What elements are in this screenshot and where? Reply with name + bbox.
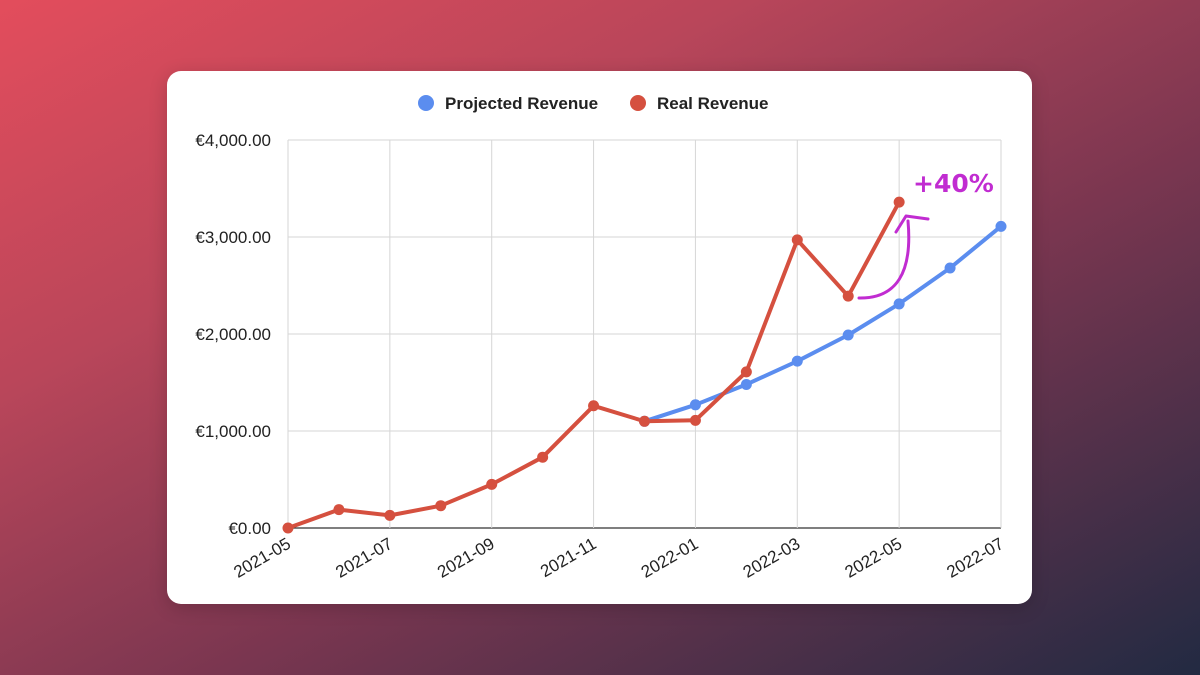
series-points — [282, 196, 1007, 534]
data-point — [435, 500, 447, 512]
data-point — [791, 355, 803, 367]
x-tick-label: 2021-09 — [434, 534, 498, 582]
data-point — [791, 234, 803, 246]
data-point — [944, 262, 956, 274]
data-point — [333, 504, 345, 516]
y-tick-label: €1,000.00 — [195, 422, 271, 441]
data-point — [893, 196, 905, 208]
annotation-curved-arrow-icon — [857, 219, 911, 300]
data-point — [995, 220, 1007, 232]
y-tick-label: €0.00 — [228, 519, 271, 538]
series-line — [642, 224, 1003, 424]
legend-label: Projected Revenue — [445, 94, 598, 113]
legend: Projected Revenue Real Revenue — [418, 94, 769, 113]
data-point — [588, 400, 600, 412]
y-axis-ticks: €0.00 €1,000.00 €2,000.00 €3,000.00 €4,000.0… — [195, 131, 271, 538]
data-point — [486, 478, 498, 490]
x-axis-ticks: 2021-05 2021-07 2021-09 2021-11 2022-01 2022-… — [230, 534, 1007, 582]
annotation-label: +40% — [913, 169, 994, 198]
y-tick-label: €3,000.00 — [195, 228, 271, 247]
data-point — [639, 415, 650, 427]
y-tick-label: €4,000.00 — [195, 131, 271, 150]
series-lines — [286, 200, 1003, 530]
x-tick-label: 2022-01 — [638, 534, 702, 582]
data-point — [537, 451, 549, 463]
legend-marker — [630, 95, 646, 111]
data-point — [842, 329, 854, 341]
data-point — [689, 399, 701, 411]
revenue-line-chart: Projected Revenue Real Revenue €0.00 €1,00… — [195, 94, 1007, 582]
x-tick-label: 2022-07 — [943, 534, 1007, 582]
data-point — [842, 290, 854, 302]
annotation-arrowhead-icon — [894, 214, 930, 234]
x-tick-label: 2021-07 — [332, 534, 396, 582]
data-point — [689, 414, 701, 426]
x-tick-label: 2021-11 — [537, 534, 599, 581]
annotation: +40% — [857, 169, 994, 300]
legend-marker — [418, 95, 434, 111]
y-tick-label: €2,000.00 — [195, 325, 271, 344]
legend-label: Real Revenue — [657, 94, 769, 113]
x-tick-label: 2022-03 — [740, 534, 804, 582]
data-point — [282, 522, 294, 534]
data-point — [893, 298, 905, 310]
grid — [287, 139, 1002, 529]
data-point — [384, 509, 396, 521]
x-tick-label: 2021-05 — [230, 534, 294, 582]
data-point — [740, 366, 752, 378]
chart-card: Projected Revenue Real Revenue €0.00 €1,00… — [167, 71, 1032, 604]
x-tick-label: 2022-05 — [842, 534, 906, 582]
data-point — [740, 378, 752, 390]
